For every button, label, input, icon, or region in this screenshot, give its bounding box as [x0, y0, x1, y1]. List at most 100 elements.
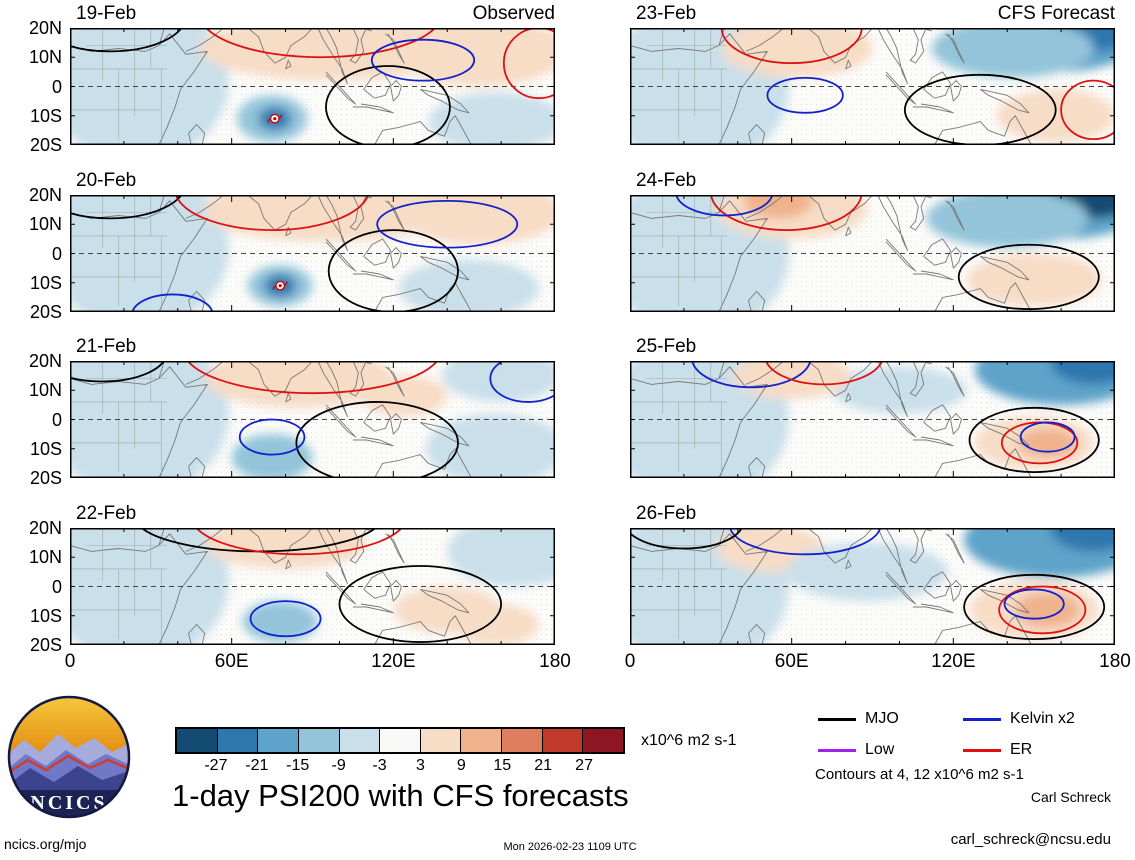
panel-map-23-Feb [630, 28, 1115, 145]
lat-tick-label: 10N [28, 47, 62, 68]
mjo-contour [70, 28, 183, 53]
legend-line [963, 748, 1001, 752]
lon-tick-label: 180 [1099, 651, 1131, 672]
column-header-observed: Observed [472, 3, 555, 24]
kelvin-contour [489, 361, 555, 403]
panel-map-26-Feb [630, 528, 1115, 645]
kelvin-contour [1019, 421, 1076, 453]
lat-tick-label: 20S [29, 302, 62, 322]
lat-tick-label: 10S [29, 272, 62, 293]
legend-item-er: ER [963, 741, 1032, 759]
mjo-contour [630, 528, 743, 550]
colorbar-segment [501, 729, 542, 752]
kelvin-contour [766, 76, 844, 114]
panel-date-label: 21-Feb [76, 336, 137, 357]
mjo-contour [957, 243, 1100, 310]
mjo-contour [70, 361, 166, 383]
er-contour [205, 28, 437, 59]
figure-title: 1-day PSI200 with CFS forecasts [172, 778, 629, 813]
colorbar-segment [419, 729, 461, 752]
ncics-logo: NCICS [7, 695, 131, 819]
mjo-contour [70, 195, 183, 220]
legend-label: Kelvin x2 [1010, 710, 1075, 727]
panel-map-22-Feb [70, 528, 555, 645]
lon-tick-label: 0 [64, 651, 76, 672]
lat-tick-label: 10N [28, 547, 62, 568]
legend-line [963, 717, 1001, 721]
contour-note: Contours at 4, 12 x10^6 m2 s-1 [815, 766, 1024, 783]
colorbar-segment [297, 729, 339, 752]
lat-tick-label: 20N [28, 185, 62, 205]
lat-tick-label: 20S [29, 135, 62, 155]
site-url: ncics.org/mjo [4, 836, 87, 852]
lon-tick-label: 180 [539, 651, 571, 672]
lat-tick-label: 10N [28, 214, 62, 235]
lon-tick-label: 60E [774, 651, 809, 672]
er-contour [195, 528, 403, 556]
lat-tick-label: 20S [29, 635, 62, 655]
lon-tick-label: 60E [214, 651, 249, 672]
generation-timestamp: Mon 2026-02-23 1109 UTC [503, 841, 637, 853]
colorbar-segment [257, 729, 298, 752]
kelvin-contour [1003, 588, 1065, 620]
panel-date-label: 20-Feb [76, 170, 137, 191]
mjo-contour [903, 73, 1057, 145]
tropical-cyclone-symbol [272, 280, 288, 291]
lat-tick-label: 20N [28, 18, 62, 38]
mjo-contour [338, 565, 503, 643]
panel-map-21-Feb [70, 361, 555, 478]
colorbar-tick-label: 3 [416, 757, 425, 774]
panel-date-label: 26-Feb [636, 503, 697, 524]
er-contour [1060, 79, 1115, 141]
colorbar-tick-label: -3 [372, 757, 387, 774]
kelvin-contour [131, 293, 214, 312]
lat-tick-label: 0 [51, 243, 62, 264]
kelvin-contour [238, 418, 306, 456]
mjo-contour [295, 401, 459, 478]
colorbar-tick-label: 15 [493, 757, 512, 774]
kelvin-contour [370, 38, 476, 82]
tropical-cyclone-symbol [267, 113, 283, 124]
legend-label: ER [1010, 741, 1033, 758]
colorbar-tick-label: -21 [245, 757, 269, 774]
colorbar [175, 727, 625, 754]
lat-tick-label: 0 [51, 76, 62, 97]
credit-name: Carl Schreck [1030, 789, 1111, 805]
legend-item-low: Low [818, 741, 894, 759]
mjo-contour [963, 573, 1106, 641]
panel-date-label: 19-Feb [76, 3, 137, 24]
er-contour [186, 361, 439, 395]
colorbar-tick-label: 21 [534, 757, 553, 774]
panel-map-24-Feb [630, 195, 1115, 312]
colorbar-segment [460, 729, 502, 752]
credit-email: carl_schreck@ncsu.edu [950, 831, 1111, 848]
lon-tick-label: 120E [931, 651, 976, 672]
er-contour [710, 195, 863, 231]
column-header-forecast: CFS Forecast [997, 3, 1115, 24]
legend-line [818, 748, 856, 752]
er-contour [720, 28, 863, 64]
lat-tick-label: 10S [29, 605, 62, 626]
legend-item-mjo: MJO [818, 710, 899, 728]
kelvin-contour [249, 600, 322, 638]
lat-tick-label: 0 [51, 409, 62, 430]
colorbar-segment [216, 729, 258, 752]
panel-map-19-Feb [70, 28, 555, 145]
logo-ring [7, 695, 131, 819]
colorbar-units: x10^6 m2 s-1 [641, 732, 737, 749]
kelvin-contour [691, 361, 812, 389]
mjo-contour [327, 229, 459, 312]
lat-tick-label: 20N [28, 518, 62, 538]
panel-date-label: 25-Feb [636, 336, 697, 357]
kelvin-contour [675, 195, 774, 217]
er-contour [764, 361, 884, 386]
panel-date-label: 22-Feb [76, 503, 137, 524]
logo-text: NCICS [30, 792, 107, 814]
lon-tick-label: 0 [624, 651, 636, 672]
mjo-contour [968, 406, 1100, 474]
colorbar-tick-label: 27 [575, 757, 593, 774]
colorbar-tick-label: -15 [286, 757, 310, 774]
colorbar-segment [338, 729, 380, 752]
mjo-contour [325, 65, 451, 145]
